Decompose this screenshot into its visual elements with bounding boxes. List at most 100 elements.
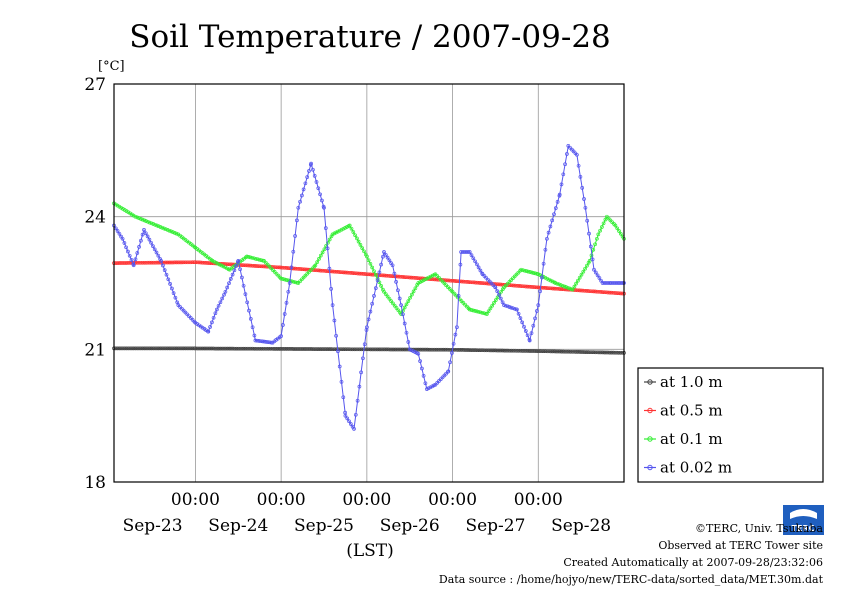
data-point: [554, 286, 558, 291]
data-point: [155, 223, 159, 228]
data-point: [536, 285, 541, 290]
data-point: [538, 289, 542, 294]
data-point: [583, 266, 587, 271]
data-point: [327, 347, 332, 351]
data-point: [313, 347, 317, 351]
data-point: [493, 298, 498, 302]
data-point: [550, 286, 555, 291]
data-point: [613, 350, 617, 355]
data-point: [373, 347, 378, 352]
data-point: [586, 289, 591, 293]
data-point: [582, 350, 587, 354]
data-point: [420, 366, 424, 371]
data-point: [162, 268, 167, 272]
data-point: [229, 262, 233, 267]
data-point: [415, 283, 420, 287]
data-point: [423, 347, 428, 352]
data-point: [375, 278, 380, 283]
data-point: [582, 288, 587, 293]
data-point: [313, 268, 317, 272]
data-point: [393, 347, 398, 352]
data-point: [532, 285, 537, 289]
data-point: [365, 272, 369, 277]
data-point: [410, 292, 414, 297]
data-point: [254, 264, 258, 268]
data-point: [481, 281, 485, 285]
data-point: [603, 217, 608, 222]
data-point: [370, 272, 375, 277]
data-point: [279, 334, 283, 338]
data-point: [611, 290, 616, 295]
series-3: [112, 201, 626, 316]
data-point: [161, 263, 165, 268]
data-point: [338, 347, 342, 352]
data-point: [579, 272, 584, 277]
data-point: [416, 347, 421, 352]
data-point: [438, 347, 442, 352]
data-point: [597, 276, 602, 280]
data-point: [434, 347, 439, 352]
data-point: [240, 346, 244, 351]
data-point: [418, 280, 422, 284]
data-point: [256, 264, 260, 268]
data-point: [398, 274, 403, 279]
data-point: [377, 347, 382, 352]
data-point: [284, 347, 289, 351]
data-point: [545, 349, 550, 354]
data-point: [345, 347, 350, 352]
data-point: [497, 348, 501, 353]
data-point: [373, 286, 378, 290]
data-point: [554, 349, 558, 354]
data-point: [585, 218, 590, 223]
data-point: [471, 256, 476, 261]
data-point: [193, 346, 198, 351]
data-point: [340, 347, 344, 352]
data-point: [223, 289, 228, 294]
data-point: [368, 347, 373, 352]
data-point: [461, 348, 466, 352]
data-point: [547, 277, 551, 282]
data-point: [518, 348, 523, 353]
data-point: [311, 167, 315, 172]
data-point: [379, 262, 383, 267]
data-point: [245, 300, 250, 305]
data-point: [352, 347, 357, 352]
data-point: [187, 260, 191, 265]
data-point: [220, 346, 225, 351]
data-point: [295, 347, 300, 351]
data-point: [130, 346, 134, 351]
data-point: [140, 346, 145, 351]
data-point: [515, 307, 519, 312]
data-point: [536, 303, 541, 307]
data-point: [473, 348, 478, 352]
data-point: [423, 381, 428, 386]
data-point: [511, 283, 516, 288]
data-point: [345, 416, 350, 421]
data-point: [383, 292, 388, 296]
data-point: [519, 267, 523, 272]
data-point: [247, 308, 251, 313]
data-point: [140, 260, 145, 265]
data-point: [593, 289, 598, 294]
data-point: [470, 280, 475, 285]
data-point: [495, 289, 500, 293]
data-point: [334, 269, 339, 274]
data-point: [128, 346, 132, 351]
data-point: [198, 346, 203, 351]
data-point: [206, 329, 211, 334]
data-point: [311, 268, 316, 272]
data-point: [200, 346, 205, 351]
data-point: [390, 274, 394, 278]
data-point: [411, 275, 416, 280]
data-point: [457, 348, 462, 352]
data-point: [479, 281, 483, 285]
data-point: [420, 347, 425, 352]
data-point: [265, 346, 269, 351]
data-point: [475, 280, 480, 285]
data-point: [170, 286, 174, 291]
data-point: [392, 271, 397, 276]
data-point: [250, 263, 255, 268]
data-point: [476, 265, 481, 270]
data-point: [259, 264, 264, 269]
data-point: [144, 219, 148, 223]
